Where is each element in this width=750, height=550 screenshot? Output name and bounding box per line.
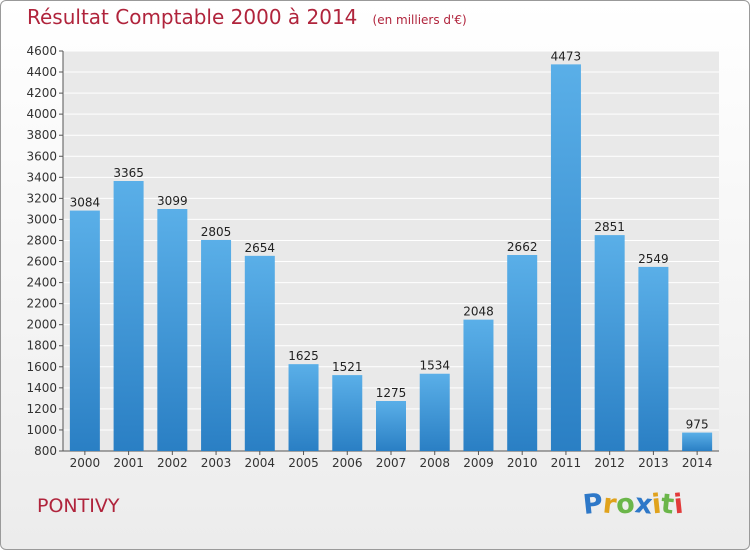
y-tick-label: 1200 <box>26 402 57 416</box>
x-tick-label: 2002 <box>157 456 188 470</box>
y-tick-label: 1600 <box>26 360 57 374</box>
bar-2006 <box>332 375 363 451</box>
x-tick-label: 2001 <box>113 456 144 470</box>
data-label: 3099 <box>157 194 188 208</box>
y-tick-label: 1400 <box>26 381 57 395</box>
bar-2010 <box>507 255 538 451</box>
x-tick-label: 2010 <box>507 456 538 470</box>
y-tick-label: 2800 <box>26 233 57 247</box>
y-tick-label: 1800 <box>26 339 57 353</box>
data-label: 1534 <box>419 359 450 373</box>
brand-logo: Proxiti <box>581 488 686 521</box>
data-label: 4473 <box>551 49 582 63</box>
y-tick-label: 4600 <box>26 44 57 58</box>
bar-2011 <box>550 64 581 452</box>
x-tick-label: 2006 <box>332 456 363 470</box>
bar-2008 <box>419 373 450 451</box>
x-tick-label: 2011 <box>551 456 582 470</box>
title-row: Résultat Comptable 2000 à 2014 (en milli… <box>27 5 467 29</box>
y-tick-label: 4400 <box>26 65 57 79</box>
y-tick-label: 3400 <box>26 170 57 184</box>
chart-title: Résultat Comptable 2000 à 2014 <box>27 5 358 29</box>
x-tick-label: 2007 <box>376 456 407 470</box>
x-tick-label: 2000 <box>70 456 101 470</box>
y-tick-label: 2200 <box>26 297 57 311</box>
bar-2001 <box>113 181 144 451</box>
data-label: 2549 <box>638 252 669 266</box>
y-tick-label: 4200 <box>26 86 57 100</box>
bar-2005 <box>288 364 319 451</box>
y-tick-label: 2600 <box>26 255 57 269</box>
bar-2012 <box>594 235 625 451</box>
data-label: 1275 <box>376 386 407 400</box>
y-tick-label: 3600 <box>26 149 57 163</box>
data-label: 975 <box>686 418 709 432</box>
y-tick-label: 2400 <box>26 276 57 290</box>
y-tick-label: 1000 <box>26 423 57 437</box>
data-label: 2662 <box>507 240 538 254</box>
x-tick-label: 2008 <box>419 456 450 470</box>
bar-2007 <box>376 401 406 451</box>
brand-letter: i <box>672 488 686 521</box>
location-label: PONTIVY <box>37 495 120 517</box>
bar-2004 <box>244 255 275 451</box>
x-tick-label: 2009 <box>463 456 494 470</box>
y-tick-label: 2000 <box>26 318 57 332</box>
data-label: 2654 <box>245 241 276 255</box>
chart-subtitle: (en milliers d'€) <box>372 13 467 27</box>
y-tick-label: 3800 <box>26 128 57 142</box>
x-tick-label: 2005 <box>288 456 319 470</box>
bar-2002 <box>157 209 188 451</box>
bar-2000 <box>69 210 100 451</box>
bar-2009 <box>463 319 494 451</box>
data-label: 1521 <box>332 360 363 374</box>
y-tick-label: 4000 <box>26 107 57 121</box>
x-tick-label: 2004 <box>245 456 276 470</box>
y-tick-label: 3200 <box>26 191 57 205</box>
bar-2013 <box>638 266 669 451</box>
data-label: 3084 <box>70 196 101 210</box>
x-tick-label: 2003 <box>201 456 232 470</box>
x-tick-label: 2013 <box>638 456 669 470</box>
data-label: 2851 <box>594 220 625 234</box>
data-label: 3365 <box>113 166 144 180</box>
data-label: 2048 <box>463 305 494 319</box>
x-tick-label: 2014 <box>682 456 713 470</box>
bar-2003 <box>201 239 232 451</box>
x-tick-label: 2012 <box>594 456 625 470</box>
y-tick-label: 3000 <box>26 212 57 226</box>
bar-2014 <box>682 432 713 451</box>
y-tick-label: 800 <box>34 444 57 458</box>
data-label: 2805 <box>201 225 232 239</box>
data-label: 1625 <box>288 349 319 363</box>
